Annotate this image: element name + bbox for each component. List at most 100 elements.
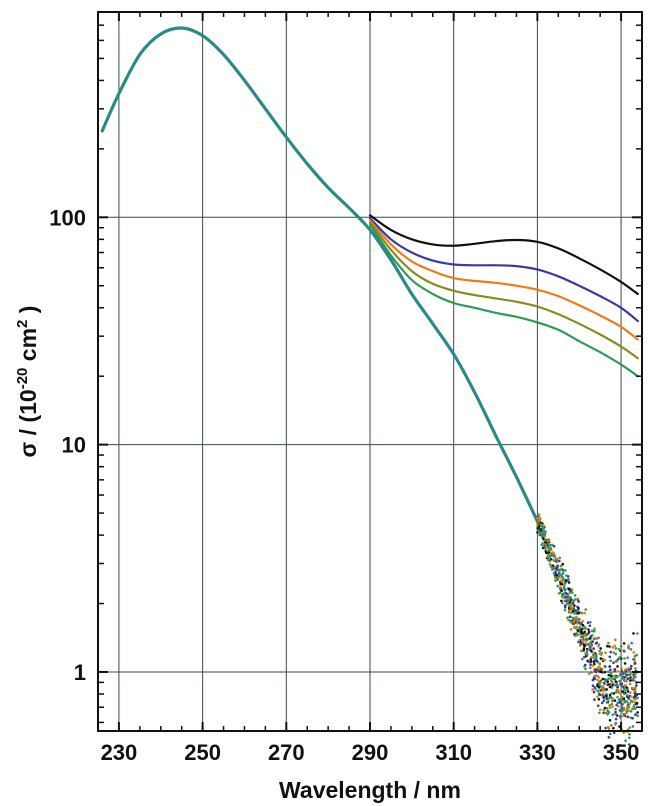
scatter-point — [593, 686, 596, 689]
scatter-point — [570, 628, 573, 631]
scatter-point — [604, 695, 607, 698]
y-tick-labels: 110100 — [49, 205, 86, 685]
scatter-point — [612, 661, 615, 664]
scatter-point — [608, 736, 611, 739]
scatter-point — [582, 624, 585, 627]
scatter-point — [548, 538, 551, 541]
scatter-point — [592, 656, 595, 659]
scatter-point — [599, 671, 602, 674]
y-tick-label: 100 — [49, 205, 86, 230]
scatter-point — [569, 590, 572, 593]
scatter-point — [609, 651, 612, 654]
scatter-point — [628, 733, 631, 736]
scatter-point — [614, 708, 617, 711]
scatter-point — [583, 612, 586, 615]
scatter-point — [610, 675, 613, 678]
scatter-point — [553, 567, 556, 570]
scatter-point — [602, 689, 605, 692]
scatter-point — [542, 526, 545, 529]
scatter-point — [595, 637, 598, 640]
scatter-point — [581, 658, 584, 661]
scatter-point — [564, 609, 567, 612]
scatter-point — [566, 602, 569, 605]
scatter-point — [567, 599, 570, 602]
scatter-point — [560, 565, 563, 568]
scatter-point — [608, 645, 611, 648]
scatter-point — [604, 666, 607, 669]
scatter-point — [559, 586, 562, 589]
scatter-point — [598, 698, 601, 701]
scatter-point — [615, 680, 618, 683]
scatter-point — [621, 703, 624, 706]
scatter-point — [544, 543, 547, 546]
scatter-point — [634, 655, 637, 658]
scatter-point — [632, 725, 635, 728]
scatter-point — [559, 569, 562, 572]
scatter-point — [581, 640, 584, 643]
scatter-point — [564, 604, 567, 607]
scatter-noise-points — [536, 513, 639, 750]
y-axis-title-unit-exponent: 2 — [14, 320, 31, 328]
scatter-point — [553, 552, 556, 555]
scatter-point — [636, 711, 639, 714]
scatter-point — [636, 702, 639, 705]
scatter-point — [584, 635, 587, 638]
scatter-point — [593, 628, 596, 631]
y-axis-title-exponent: -20 — [14, 368, 31, 390]
scatter-point — [615, 718, 618, 721]
scatter-point — [609, 719, 612, 722]
scatter-point — [606, 710, 609, 713]
scatter-point — [601, 685, 604, 688]
scatter-point — [606, 701, 609, 704]
scatter-point — [541, 533, 544, 536]
scatter-point — [553, 545, 556, 548]
scatter-point — [634, 676, 637, 679]
scatter-point — [560, 590, 563, 593]
scatter-point — [587, 633, 590, 636]
scatter-point — [634, 687, 637, 690]
scatter-point — [630, 642, 633, 645]
scatter-point — [604, 652, 607, 655]
scatter-point — [542, 529, 545, 532]
scatter-point — [633, 679, 636, 682]
scatter-point — [596, 696, 599, 699]
scatter-point — [572, 618, 575, 621]
series-line-6 — [102, 28, 537, 521]
scatter-point — [565, 580, 568, 583]
scatter-point — [537, 526, 540, 529]
scatter-point — [617, 675, 620, 678]
scatter-point — [633, 696, 636, 699]
scatter-point — [583, 643, 586, 646]
scatter-point — [616, 701, 619, 704]
scatter-point — [605, 688, 608, 691]
scatter-point — [622, 714, 625, 717]
scatter-point — [577, 633, 580, 636]
scatter-point — [598, 694, 601, 697]
scatter-point — [569, 615, 572, 618]
scatter-point — [594, 652, 597, 655]
scatter-point — [607, 670, 610, 673]
scatter-point — [589, 658, 592, 661]
scatter-point — [555, 568, 558, 571]
scatter-point — [629, 726, 632, 729]
grid-lines — [98, 12, 642, 731]
scatter-point — [617, 658, 620, 661]
scatter-point — [624, 672, 627, 675]
scatter-point — [633, 659, 636, 662]
scatter-point — [615, 722, 618, 725]
scatter-point — [579, 644, 582, 647]
x-tick-label: 310 — [435, 740, 472, 765]
series-line-1 — [370, 215, 638, 294]
scatter-point — [595, 657, 598, 660]
scatter-point — [606, 678, 609, 681]
scatter-point — [590, 640, 593, 643]
scatter-point — [624, 684, 627, 687]
x-axis-title: Wavelength / nm — [279, 777, 461, 803]
scatter-point — [565, 593, 568, 596]
scatter-point — [627, 647, 630, 650]
scatter-point — [586, 653, 589, 656]
scatter-point — [564, 569, 567, 572]
scatter-point — [577, 607, 580, 610]
scatter-point — [610, 724, 613, 727]
scatter-point — [548, 556, 551, 559]
